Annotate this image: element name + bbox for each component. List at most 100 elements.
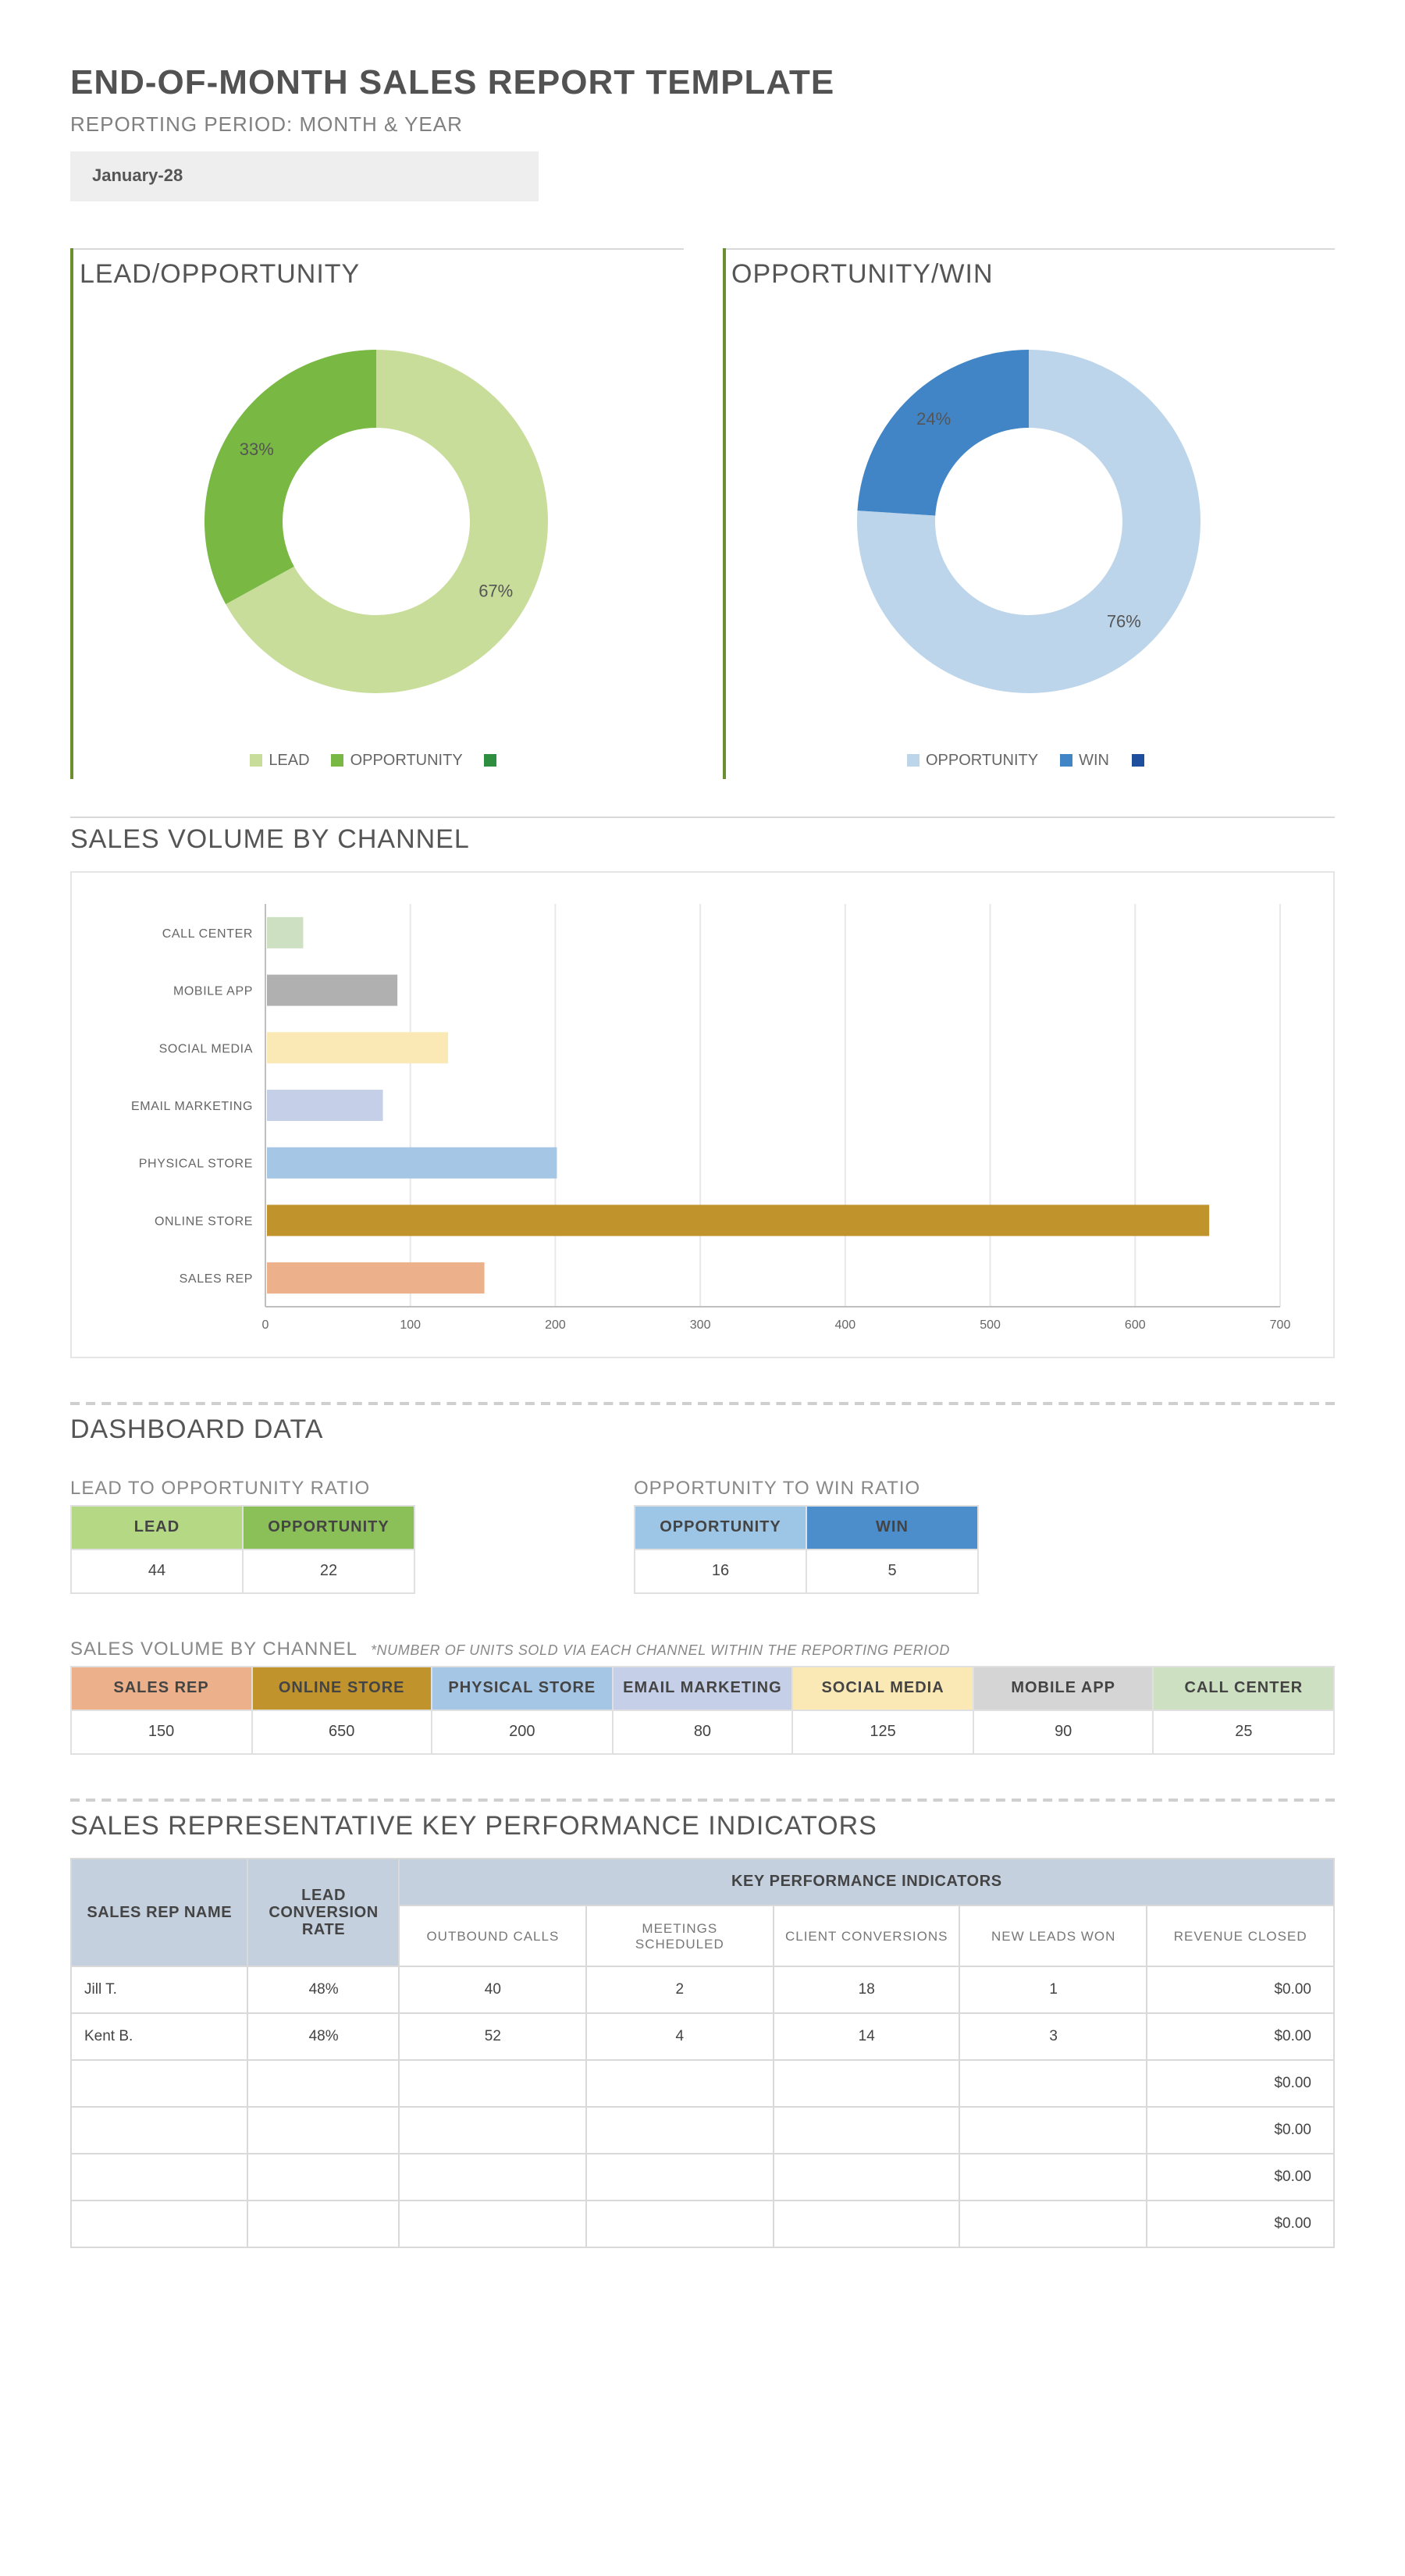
table-cell: [248, 2060, 400, 2107]
table-cell: $0.00: [1147, 2013, 1334, 2060]
channel-table-note: *NUMBER OF UNITS SOLD VIA EACH CHANNEL W…: [371, 1642, 950, 1658]
table-cell: 14: [774, 2013, 960, 2060]
donut-chart-opportunity-win: 76%24%: [722, 303, 1335, 740]
svg-text:0: 0: [262, 1318, 269, 1332]
table-header-cell: ONLINE STORE: [251, 1667, 432, 1710]
kpi-subheader-cell: REVENUE CLOSED: [1147, 1905, 1334, 1966]
table-cell: 200: [432, 1710, 612, 1754]
table-cell: 650: [251, 1710, 432, 1754]
report-subtitle: REPORTING PERIOD: MONTH & YEAR: [70, 112, 1335, 136]
table-cell: [774, 2154, 960, 2201]
svg-text:700: 700: [1270, 1318, 1291, 1332]
table-cell: [400, 2107, 586, 2154]
win-ratio-block: OPPORTUNITY TO WIN RATIO OPPORTUNITYWIN1…: [634, 1461, 979, 1594]
donut-panels-row: LEAD/OPPORTUNITY 67%33% LEADOPPORTUNITY …: [70, 248, 1335, 770]
bar: [267, 1204, 1209, 1236]
svg-text:500: 500: [980, 1318, 1001, 1332]
bar: [267, 1262, 485, 1293]
table-cell: [774, 2107, 960, 2154]
bar: [267, 1090, 383, 1121]
svg-text:600: 600: [1125, 1318, 1146, 1332]
table-cell: 5: [806, 1550, 978, 1593]
table-cell: [400, 2154, 586, 2201]
channel-data-table: SALES REPONLINE STOREPHYSICAL STOREEMAIL…: [70, 1666, 1335, 1755]
table-cell: Jill T.: [71, 1966, 248, 2013]
svg-text:100: 100: [400, 1318, 421, 1332]
table-cell: 2: [586, 1966, 773, 2013]
table-cell: 40: [400, 1966, 586, 2013]
bar-category-label: SALES REP: [180, 1272, 253, 1286]
report-page: END-OF-MONTH SALES REPORT TEMPLATE REPOR…: [0, 0, 1405, 2311]
table-cell: 3: [960, 2013, 1147, 2060]
bar: [267, 975, 397, 1006]
svg-text:400: 400: [835, 1318, 856, 1332]
table-cell: 18: [774, 1966, 960, 2013]
table-cell: [586, 2201, 773, 2247]
bar-category-label: MOBILE APP: [173, 985, 253, 998]
section-title: SALES VOLUME BY CHANNEL: [70, 824, 1335, 856]
bar-chart-sales-volume: 0100200300400500600700CALL CENTERMOBILE …: [70, 871, 1335, 1358]
donut-legend: LEAD OPPORTUNITY: [70, 753, 683, 770]
kpi-header-cell: LEAD CONVERSION RATE: [248, 1859, 400, 1966]
legend-item: OPPORTUNITY: [332, 753, 463, 770]
panel-title: OPPORTUNITY/WIN: [731, 259, 1335, 290]
table-cell: [586, 2060, 773, 2107]
table-cell: [586, 2154, 773, 2201]
table-cell: [960, 2107, 1147, 2154]
table-cell: [71, 2201, 248, 2247]
table-header-cell: EMAIL MARKETING: [612, 1667, 792, 1710]
legend-item: WIN: [1060, 753, 1109, 770]
bar: [267, 917, 303, 948]
kpi-section-title: SALES REPRESENTATIVE KEY PERFORMANCE IND…: [70, 1811, 1335, 1842]
donut-pct-label: 76%: [1106, 612, 1140, 632]
legend-swatch: [485, 755, 497, 767]
legend-item: LEAD: [250, 753, 309, 770]
legend-item: [1131, 753, 1150, 770]
table-cell: [248, 2107, 400, 2154]
table-cell: 125: [793, 1710, 973, 1754]
legend-swatch: [907, 755, 919, 767]
bar: [267, 1147, 557, 1179]
table-header-cell: WIN: [806, 1506, 978, 1550]
bar-category-label: ONLINE STORE: [155, 1215, 253, 1228]
table-cell: 1: [960, 1966, 1147, 2013]
table-cell: [248, 2154, 400, 2201]
table-row: $0.00: [71, 2201, 1334, 2247]
svg-text:200: 200: [545, 1318, 566, 1332]
channel-table-label: SALES VOLUME BY CHANNEL: [70, 1638, 357, 1660]
donut-slice: [857, 350, 1029, 515]
donut-pct-label: 33%: [240, 439, 274, 459]
table-row: Kent B.48%524143$0.00: [71, 2013, 1334, 2060]
panel-title: LEAD/OPPORTUNITY: [80, 259, 683, 290]
table-cell: [71, 2060, 248, 2107]
table-header-cell: CALL CENTER: [1154, 1667, 1334, 1710]
table-cell: $0.00: [1147, 1966, 1334, 2013]
table-cell: 4: [586, 2013, 773, 2060]
table-cell: 22: [243, 1550, 414, 1593]
bar-category-label: SOCIAL MEDIA: [159, 1042, 253, 1055]
opportunity-win-panel: OPPORTUNITY/WIN 76%24% OPPORTUNITY WIN: [722, 248, 1335, 770]
legend-item: [485, 753, 503, 770]
legend-swatch: [250, 755, 262, 767]
table-cell: [586, 2107, 773, 2154]
table-cell: [248, 2201, 400, 2247]
table-row: Jill T.48%402181$0.00: [71, 1966, 1334, 2013]
sales-volume-section: SALES VOLUME BY CHANNEL 0100200300400500…: [70, 817, 1335, 1358]
table-row: $0.00: [71, 2060, 1334, 2107]
table-cell: 48%: [248, 2013, 400, 2060]
kpi-header-cell: KEY PERFORMANCE INDICATORS: [400, 1859, 1334, 1905]
table-cell: 16: [635, 1550, 806, 1593]
table-cell: $0.00: [1147, 2060, 1334, 2107]
table-cell: [71, 2154, 248, 2201]
channel-table-block: SALES VOLUME BY CHANNEL *NUMBER OF UNITS…: [70, 1622, 1335, 1755]
table-cell: [960, 2154, 1147, 2201]
table-cell: Kent B.: [71, 2013, 248, 2060]
donut-pct-label: 67%: [479, 581, 514, 600]
table-cell: $0.00: [1147, 2154, 1334, 2201]
table-cell: $0.00: [1147, 2107, 1334, 2154]
table-row: $0.00: [71, 2154, 1334, 2201]
kpi-subheader-cell: CLIENT CONVERSIONS: [774, 1905, 960, 1966]
legend-swatch: [1131, 755, 1144, 767]
legend-item: OPPORTUNITY: [907, 753, 1038, 770]
reporting-period-value: January-28: [70, 151, 539, 201]
